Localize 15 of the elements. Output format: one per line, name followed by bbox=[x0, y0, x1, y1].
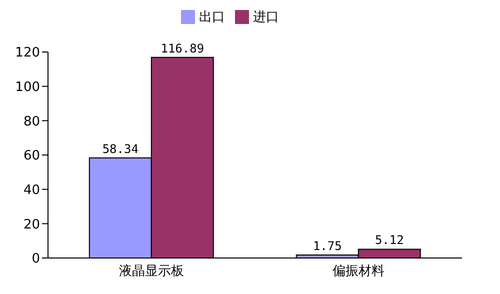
x-tick-label: 偏振材料 bbox=[332, 264, 384, 280]
x-tick-label: 液晶显示板 bbox=[119, 264, 184, 280]
legend-label: 进口 bbox=[253, 10, 279, 25]
legend-label: 出口 bbox=[199, 10, 225, 25]
data-label: 116.89 bbox=[160, 41, 204, 56]
y-tick-label: 100 bbox=[15, 80, 40, 95]
y-tick-label: 0 bbox=[32, 252, 40, 267]
y-tick-label: 80 bbox=[23, 114, 40, 130]
y-tick-label: 120 bbox=[15, 46, 40, 61]
y-tick-label: 40 bbox=[23, 182, 40, 198]
data-label: 1.75 bbox=[312, 238, 342, 253]
data-label: 5.12 bbox=[374, 233, 404, 248]
data-label: 58.34 bbox=[102, 142, 138, 156]
y-tick-label: 60 bbox=[23, 148, 40, 164]
y-tick-label: 20 bbox=[23, 217, 40, 232]
